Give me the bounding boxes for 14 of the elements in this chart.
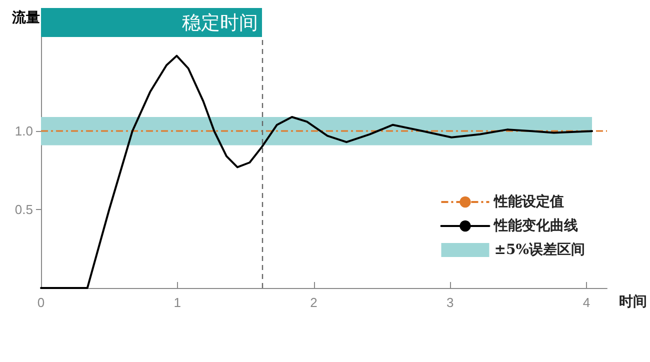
x-tick-label: 0 [37, 295, 45, 310]
legend-label: ±5%误差区间 [494, 242, 586, 258]
x-axis-title: 时间 [619, 293, 647, 309]
ref-line-label: 稳定时间 [41, 8, 262, 37]
y-axis-title: 流量 [12, 10, 40, 27]
legend-label: 性能设定值 [493, 193, 564, 210]
y-tick-label: 0.5 [14, 202, 33, 218]
x-tick-label: 2 [310, 295, 318, 310]
legend-label: 性能变化曲线 [493, 217, 578, 234]
line-series [40, 54, 593, 289]
x-tick-label: 3 [446, 295, 454, 310]
x-tick-label: 4 [582, 295, 590, 310]
y-tick-label: 1.0 [14, 124, 33, 139]
x-tick-label: 1 [174, 295, 182, 310]
